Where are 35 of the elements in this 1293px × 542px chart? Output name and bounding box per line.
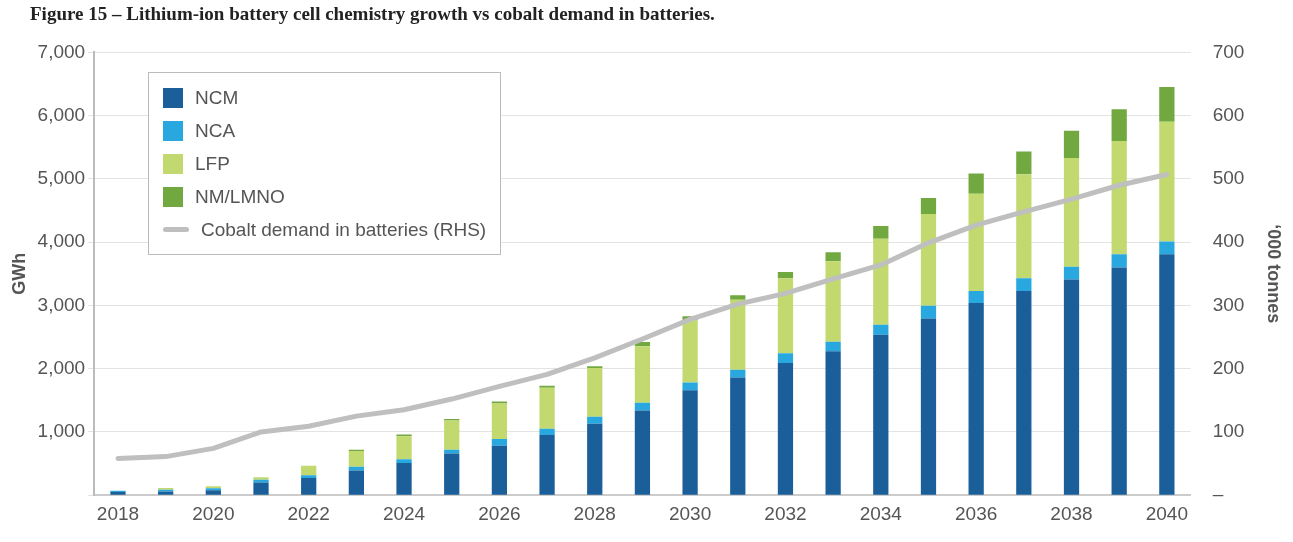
y-tick-label: 2,000 bbox=[37, 356, 86, 378]
y-tick-label: 3,000 bbox=[37, 293, 86, 315]
x-tick-label: 2032 bbox=[764, 502, 807, 524]
x-tick-label: 2024 bbox=[382, 502, 426, 524]
y2-tick-label: – bbox=[1212, 483, 1224, 505]
y-tick-label: 5,000 bbox=[37, 167, 86, 189]
x-tick-label: 2020 bbox=[192, 502, 235, 524]
x-tick-label: 2036 bbox=[955, 502, 998, 524]
y2-tick-label: 200 bbox=[1212, 356, 1245, 378]
y2-tick-label: 500 bbox=[1212, 167, 1245, 189]
legend-label: NM/LMNO bbox=[195, 185, 285, 208]
legend-label: LFP bbox=[195, 152, 230, 175]
y-tick-label: 4,000 bbox=[37, 230, 86, 252]
x-tick-label: 2030 bbox=[668, 502, 712, 524]
y-tick-label: 1,000 bbox=[37, 420, 86, 442]
x-tick-label: 2026 bbox=[478, 502, 521, 524]
y2-tick-label: 100 bbox=[1212, 420, 1245, 442]
y2-tick-label: 400 bbox=[1212, 230, 1245, 252]
y-tick-label: 6,000 bbox=[37, 103, 86, 125]
chart-title: Figure 15 – Lithium-ion battery cell chemistry growth vs cobalt demand in batteries. bbox=[29, 2, 716, 26]
x-tick-label: 2018 bbox=[96, 502, 140, 524]
legend-label: Cobalt demand in batteries (RHS) bbox=[201, 218, 487, 241]
y2-tick-label: 300 bbox=[1212, 293, 1245, 315]
y-tick-label: 7,000 bbox=[37, 40, 86, 62]
x-tick-label: 2028 bbox=[573, 502, 616, 524]
x-tick-label: 2040 bbox=[1145, 502, 1188, 524]
legend-label: NCM bbox=[195, 86, 239, 109]
y2-tick-label: 600 bbox=[1212, 103, 1245, 125]
x-tick-label: 2034 bbox=[859, 502, 903, 524]
legend-label: NCA bbox=[195, 119, 236, 142]
y2-tick-label: 700 bbox=[1212, 40, 1245, 62]
x-tick-label: 2038 bbox=[1050, 502, 1093, 524]
x-tick-label: 2022 bbox=[287, 502, 330, 524]
y2-axis-title: ‘000 tonnes bbox=[1264, 224, 1285, 324]
y-axis-title: GWh bbox=[8, 252, 29, 295]
